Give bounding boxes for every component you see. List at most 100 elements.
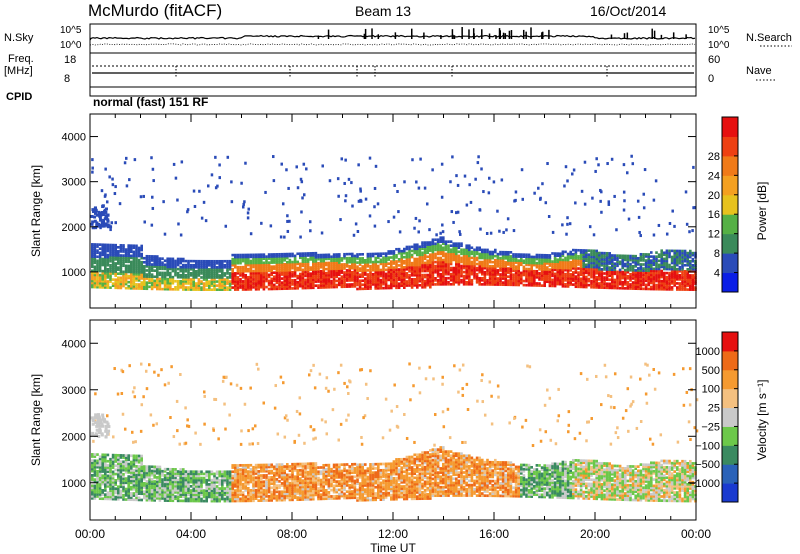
range-cell (283, 273, 286, 276)
range-cell (338, 257, 341, 260)
range-cell (93, 474, 97, 477)
range-cell (327, 255, 331, 259)
range-cell (205, 495, 208, 499)
range-cell (569, 283, 572, 286)
range-cell (559, 264, 562, 268)
range-cell (132, 260, 136, 264)
range-cell (538, 261, 541, 265)
range-cell (595, 253, 598, 257)
range-cell (122, 472, 125, 476)
range-cell (111, 243, 115, 247)
range-cell (434, 244, 437, 248)
range-cell (291, 270, 294, 274)
range-cell (202, 476, 206, 480)
range-cell (102, 224, 106, 228)
range-cell (319, 282, 323, 285)
range-cell (683, 280, 687, 283)
range-cell (611, 276, 614, 280)
range-cell (405, 257, 409, 261)
range-cell (205, 470, 208, 474)
range-cell (655, 269, 658, 273)
range-cell (647, 273, 650, 277)
range-cell (676, 267, 679, 271)
range-cell (455, 276, 458, 280)
range-cell (137, 486, 141, 489)
range-cell (384, 260, 388, 264)
range-cell (145, 259, 149, 262)
range-cell (111, 476, 115, 480)
range-cell (106, 482, 110, 486)
range-cell (161, 257, 164, 260)
range-cell (421, 277, 424, 281)
range-cell (208, 286, 211, 289)
range-cell (223, 478, 227, 482)
range-cell (462, 258, 466, 262)
range-cell (505, 228, 508, 232)
range-cell (192, 284, 195, 287)
range-cell (288, 219, 291, 223)
range-cell (668, 221, 672, 225)
range-cell (200, 263, 203, 267)
range-cell (408, 259, 411, 263)
range-cell (145, 275, 149, 278)
range-cell (197, 499, 201, 503)
range-cell (356, 279, 359, 283)
range-cell (618, 282, 622, 286)
range-cell (403, 249, 406, 253)
range-cell (128, 178, 131, 182)
range-cell (176, 497, 180, 501)
range-cell (200, 282, 203, 285)
range-cell (572, 260, 575, 264)
range-cell (637, 263, 640, 266)
range-cell (400, 280, 403, 283)
range-cell (681, 284, 684, 287)
range-cell (494, 264, 497, 268)
range-cell (244, 161, 247, 165)
range-cell (642, 287, 645, 291)
range-cell (127, 268, 130, 272)
range-cell (179, 267, 182, 271)
range-cell (179, 265, 182, 269)
range-cell (572, 279, 575, 282)
range-cell (95, 213, 99, 217)
range-cell (184, 280, 188, 283)
range-cell (314, 266, 318, 269)
range-cell (585, 279, 588, 283)
range-cell (600, 190, 603, 194)
range-cell (205, 474, 208, 478)
range-cell (179, 280, 182, 283)
range-cell (455, 274, 458, 278)
range-cell (566, 252, 570, 256)
range-cell (130, 264, 133, 268)
range-cell (504, 265, 507, 268)
range-cell (595, 249, 598, 253)
range-cell (465, 274, 468, 278)
range-cell (127, 468, 130, 472)
range-cell (676, 259, 679, 263)
range-cell (382, 276, 385, 280)
range-cell (114, 249, 117, 253)
range-cell (637, 287, 640, 291)
range-cell (179, 474, 182, 478)
range-cell (223, 259, 227, 263)
range-cell (533, 273, 536, 277)
range-cell (418, 277, 422, 281)
range-cell (137, 479, 141, 483)
nsky-tick-top: 10^5 (60, 25, 82, 36)
range-cell (496, 271, 500, 274)
range-cell (293, 278, 297, 282)
range-cell (213, 274, 216, 277)
range-cell (665, 288, 669, 291)
range-cell (434, 277, 437, 280)
range-cell (163, 271, 167, 275)
range-cell (205, 497, 208, 501)
range-cell (546, 262, 549, 265)
range-cell (254, 259, 258, 263)
range-cell (449, 268, 453, 272)
range-cell (660, 287, 663, 291)
range-cell (504, 277, 507, 280)
range-cell (171, 275, 175, 279)
range-cell (327, 281, 331, 285)
range-cell (650, 285, 653, 289)
range-cell (494, 273, 497, 276)
